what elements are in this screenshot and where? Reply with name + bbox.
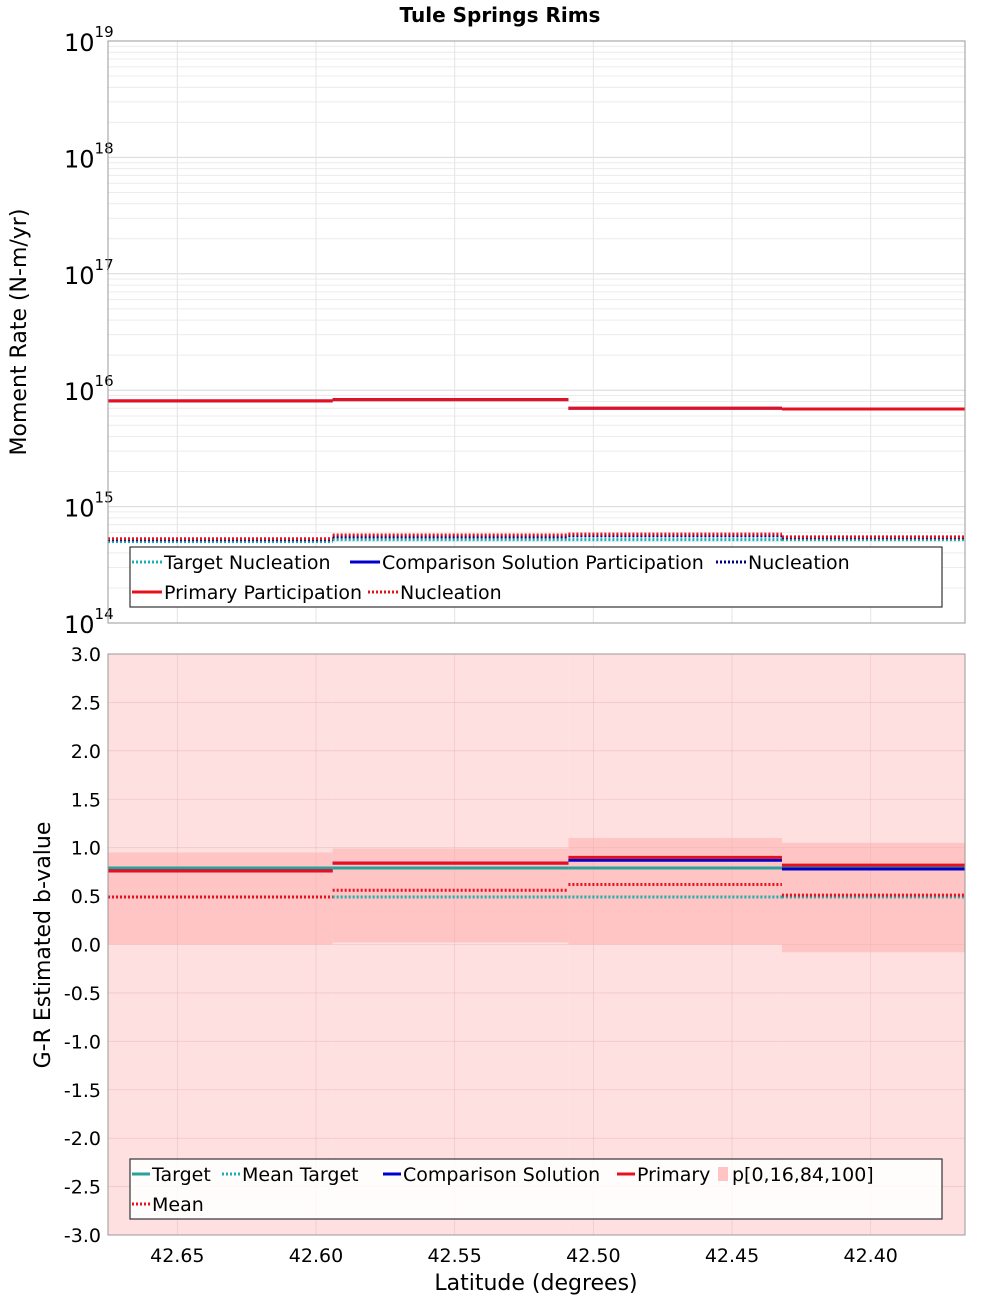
top-y-tick-label: 1015 — [64, 489, 114, 523]
bottom-legend-label: p[0,16,84,100] — [732, 1164, 874, 1186]
bottom-plot-border — [107, 653, 966, 1236]
bottom-legend-label: Mean — [152, 1194, 204, 1216]
x-tick-label: 42.60 — [289, 1245, 343, 1267]
top-legend-label: Primary Participation — [164, 582, 362, 604]
bottom-panel: -3.0 -2.5 -2.0 -1.5 -1.0 -0.5 0.0 0.5 1.0 1.5 2.0 2… — [64, 644, 966, 1267]
top-plot-area — [108, 41, 965, 623]
top-legend-label: Nucleation — [748, 552, 850, 574]
bottom-y-tick-label: 2.5 — [71, 692, 101, 714]
bottom-legend-swatch — [718, 1167, 728, 1181]
bottom-legend-label: Target — [151, 1164, 211, 1186]
top-y-tick-label: 1018 — [64, 139, 114, 173]
top-legend: Target Nucleation Comparison Solution Par… — [129, 546, 943, 608]
bottom-y-tick-label: 1.5 — [71, 789, 101, 811]
top-legend-label: Comparison Solution Participation — [382, 552, 704, 574]
bottom-legend: Target Mean Target Comparison Solution Prim… — [129, 1158, 943, 1220]
band-inner-segment — [568, 837, 782, 945]
bottom-y-tick-label: -0.5 — [64, 983, 101, 1005]
bottom-y-tick-label: -2.5 — [64, 1177, 101, 1199]
bottom-y-tick-label: -1.5 — [64, 1080, 101, 1102]
x-axis-label: Latitude (degrees) — [434, 1271, 637, 1296]
bottom-y-tick-label: 3.0 — [71, 644, 101, 666]
bottom-y-tick-label: 0.5 — [71, 886, 101, 908]
bottom-y-tick-label: 0.0 — [71, 935, 101, 957]
top-y-tick-label: 1017 — [64, 256, 114, 290]
x-tick-label: 42.65 — [150, 1245, 204, 1267]
bottom-y-axis-label: G-R Estimated b-value — [31, 822, 56, 1069]
bottom-y-tick-label: 2.0 — [71, 741, 101, 763]
band-inner-segment — [781, 842, 965, 953]
bottom-y-tick-label: 1.0 — [71, 838, 101, 860]
x-tick-label: 42.55 — [427, 1245, 481, 1267]
top-legend-label: Nucleation — [400, 582, 502, 604]
bottom-legend-label: Mean Target — [242, 1164, 359, 1186]
chart-title: Tule Springs Rims — [400, 3, 601, 27]
x-tick-label: 42.50 — [566, 1245, 620, 1267]
bottom-legend-label: Primary — [637, 1164, 710, 1186]
top-y-tick-label: 1014 — [64, 605, 114, 639]
bottom-y-tick-label: -2.0 — [64, 1128, 101, 1150]
top-y-axis-label: Moment Rate (N-m/yr) — [7, 209, 32, 456]
x-tick-label: 42.45 — [705, 1245, 759, 1267]
top-plot-border — [107, 40, 966, 624]
bottom-y-tick-label: -1.0 — [64, 1031, 101, 1053]
top-legend-box — [129, 546, 943, 608]
x-tick-label: 42.40 — [843, 1245, 897, 1267]
top-y-tick-label: 1016 — [64, 372, 114, 406]
bottom-y-tick-label: -3.0 — [64, 1225, 101, 1247]
bottom-legend-label: Comparison Solution — [403, 1164, 600, 1186]
top-y-tick-label: 1019 — [64, 23, 114, 57]
bottom-legend-box — [129, 1158, 943, 1220]
top-legend-label: Target Nucleation — [163, 552, 331, 574]
top-panel: 1014 1015 1016 1017 1018 1019 Target Nucleatio… — [64, 23, 966, 639]
